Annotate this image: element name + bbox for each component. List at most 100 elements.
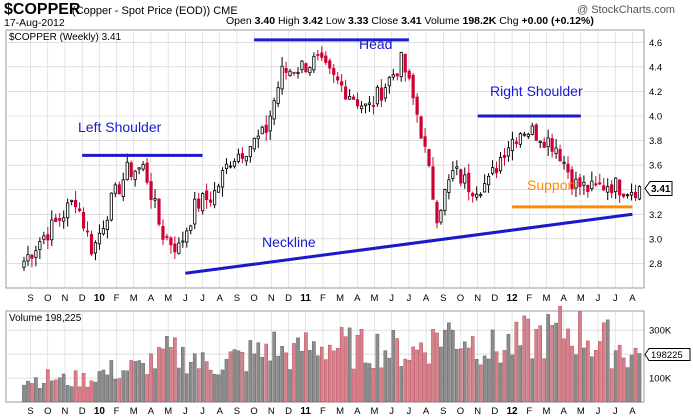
volume-bar (137, 360, 141, 403)
volume-bar (375, 333, 380, 403)
volume-bar (582, 347, 586, 403)
volume-bar (558, 306, 562, 403)
candle-up (97, 232, 102, 245)
candle-down (145, 162, 149, 183)
candle-up (113, 184, 117, 194)
volume-x-tick-label: N (268, 406, 275, 417)
candle-down (435, 201, 439, 224)
candle-up (185, 230, 189, 243)
candle-up (137, 167, 141, 170)
volume-x-tick-label: J (596, 406, 601, 417)
volume-y-tick-label: 100K (649, 374, 672, 385)
price-panel-frame (5, 29, 645, 289)
candle-up (272, 100, 276, 120)
volume-bar (343, 336, 348, 403)
candle-down (89, 234, 94, 255)
volume-bar (133, 361, 137, 403)
price-x-tick-label: O (250, 293, 257, 304)
volume-x-tick-label: S (27, 406, 33, 417)
candle-up (232, 161, 237, 167)
candle-down (550, 138, 554, 152)
last-price-value: 3.41 (651, 184, 671, 195)
price-x-tick-label: A (629, 293, 636, 304)
volume-bar (323, 359, 328, 403)
candle-down (598, 182, 602, 185)
volume-bar (244, 371, 249, 403)
volume-bar (367, 363, 372, 403)
candle-up (506, 147, 511, 157)
candle-down (602, 185, 606, 191)
volume-bar (506, 333, 511, 403)
candle-up (510, 139, 515, 152)
volume-x-tick-label: 10 (94, 406, 106, 417)
volume-x-tick-label: M (371, 406, 379, 417)
volume-last-tag (644, 348, 691, 362)
volume-bar (538, 325, 543, 403)
volume-bar (574, 354, 578, 403)
volume-bar (93, 381, 98, 403)
volume-bar (169, 347, 173, 403)
candle-up (518, 133, 522, 145)
candle-up (399, 52, 403, 78)
candle-up (181, 240, 185, 243)
candle-down (149, 181, 153, 200)
volume-bar (157, 347, 161, 403)
price-x-tick-label: 10 (94, 293, 106, 304)
volume-bar (236, 350, 241, 403)
ohlc-readout: Open 3.40 High 3.42 Low 3.33 Close 3.41 … (226, 15, 594, 27)
volume-bar (284, 352, 288, 403)
price-x-tick-label: M (336, 293, 344, 304)
candle-up (244, 156, 248, 162)
volume-bar (101, 369, 106, 403)
volume-bar (613, 350, 618, 403)
volume-bar (42, 383, 46, 403)
volume-bar (57, 377, 62, 403)
price-x-tick-label: M (164, 293, 172, 304)
candle-down (403, 53, 407, 73)
candle-up (141, 164, 145, 170)
candle-down (419, 116, 423, 139)
volume-bar (192, 353, 197, 403)
volume-bar (208, 369, 213, 403)
price-x-tick-label: S (27, 293, 33, 304)
volume-x-tick-label: A (629, 406, 636, 417)
right-shoulder-label: Right Shoulder (490, 83, 583, 99)
volume-value: 198.2K (463, 15, 497, 27)
candle-up (224, 163, 229, 170)
volume-bar (129, 360, 133, 403)
volume-bar (621, 357, 626, 403)
candle-up (475, 193, 479, 198)
volume-x-tick-label: 11 (300, 406, 311, 417)
volume-bar (300, 350, 304, 403)
volume-bar (26, 380, 30, 403)
price-candles (22, 46, 642, 272)
candle-down (58, 218, 62, 221)
volume-bar (514, 321, 519, 403)
volume-bar (371, 368, 376, 403)
volume-bar (617, 344, 622, 403)
volume-bar (443, 329, 447, 403)
candle-up (101, 228, 105, 235)
candle-down (570, 169, 574, 189)
candle-up (363, 103, 368, 107)
candle-up (606, 186, 610, 193)
price-y-tick-label: 2.8 (649, 259, 662, 270)
price-x-tick-label: J (407, 293, 412, 304)
volume-bar (216, 374, 221, 403)
volume-bar (153, 368, 157, 403)
volume-bar (605, 319, 610, 403)
volume-bar (474, 359, 479, 403)
price-x-tick-label: S (234, 293, 240, 304)
volume-bar (351, 368, 356, 403)
volume-bar (252, 353, 257, 403)
price-y-tick-label: 4.4 (649, 62, 662, 73)
volume-bar (542, 358, 546, 403)
volume-bar (22, 384, 26, 403)
price-x-tick-label: O (44, 293, 51, 304)
candle-up (487, 175, 491, 186)
price-x-tick-label: S (440, 293, 446, 304)
volume-bar (435, 332, 439, 403)
candle-down (379, 87, 383, 101)
candle-up (133, 170, 137, 180)
